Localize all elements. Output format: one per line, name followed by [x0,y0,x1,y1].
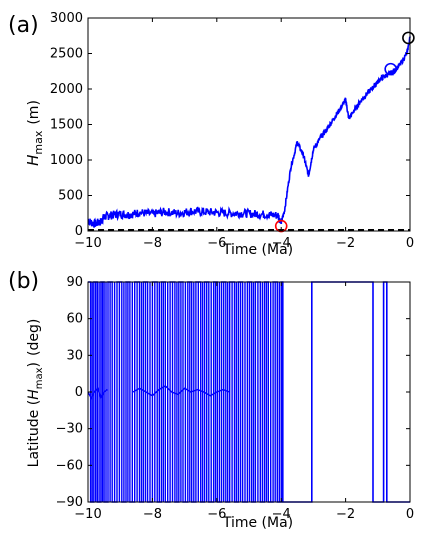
panel-a-marker-black [402,31,415,45]
panel-b-series-equator-segment [87,386,108,400]
panel-b-y-tick-label: 0 [75,385,83,400]
panel-a-series-line [87,35,411,228]
panel-a-axes-box [87,17,411,232]
panel-b-y-axis-label: Latitude (Hmax)(deg) [26,319,45,468]
panel-b-plot [87,281,410,503]
panel-a-x-tick-label: −8 [143,236,162,251]
panel-b-x-tick-label: −10 [74,507,101,522]
panel-b-series-equator-segment [132,385,230,397]
panel-a-x-axis-label: Time (Ma) [222,242,293,258]
panel-a-x-tick-label: −4 [272,236,291,251]
panel-a-y-tick-label: 2500 [50,47,83,62]
panel-b-x-tick-label: −6 [207,507,226,522]
panel-b-y-tick-label: −90 [56,495,83,510]
panel-a-label: (a) [8,13,39,38]
panel-a-x-tick-label: −6 [207,236,226,251]
panel-b-y-tick-label: 30 [66,348,83,363]
panel-a-y-tick-label: 1500 [50,118,83,133]
panel-b-x-tick-label: −4 [272,507,291,522]
panel-a-y-tick-label: 3000 [50,11,83,26]
panel-b-x-tick-label: −8 [143,507,162,522]
panel-b-series-flips [88,281,284,503]
panel-b-series-tail [282,281,410,503]
panel-a-axes: −10 −8 −6 −4 −2 0 0 500 1000 1500 2000 2500 3000 [50,11,414,251]
panel-b-y-tick-label: 60 [66,312,83,327]
panel-b-x-axis-label: Time (Ma) [222,515,293,531]
panel-a-y-tick-label: 500 [58,189,83,204]
panel-a-y-tick-label: 0 [75,224,83,239]
panel-a: (a) −10 −8 −6 −4 −2 0 0 500 1000 1500 2000 2500 3000… [8,11,415,258]
panel-b-axes: −10 −8 −6 −4 −2 0 −90 −60 −30 0 30 60 90 [56,275,415,522]
panel-b-label: (b) [8,269,39,294]
panel-a-y-tick-label: 1000 [50,153,83,168]
panel-a-x-tick-label: −10 [74,236,101,251]
panel-a-y-tick-label: 2000 [50,82,83,97]
panel-a-marker-blue [384,62,397,76]
panel-b: (b) −10 −8 −6 −4 −2 0 −90 −60 −30 0 30 60 90 Time (M… [8,269,414,531]
panel-a-plot [87,31,415,233]
panel-b-x-tick-label: 0 [406,507,414,522]
panel-a-marker-red [274,219,288,233]
panel-a-x-tick-label: −2 [336,236,355,251]
panel-b-x-tick-label: −2 [336,507,355,522]
panel-b-y-tick-label: 90 [66,275,83,290]
panel-b-y-tick-label: −30 [56,422,83,437]
panel-b-y-tick-label: −60 [56,458,83,473]
panel-a-x-tick-label: 0 [406,236,414,251]
panel-a-y-axis-label: Hmax(m) [24,100,45,166]
